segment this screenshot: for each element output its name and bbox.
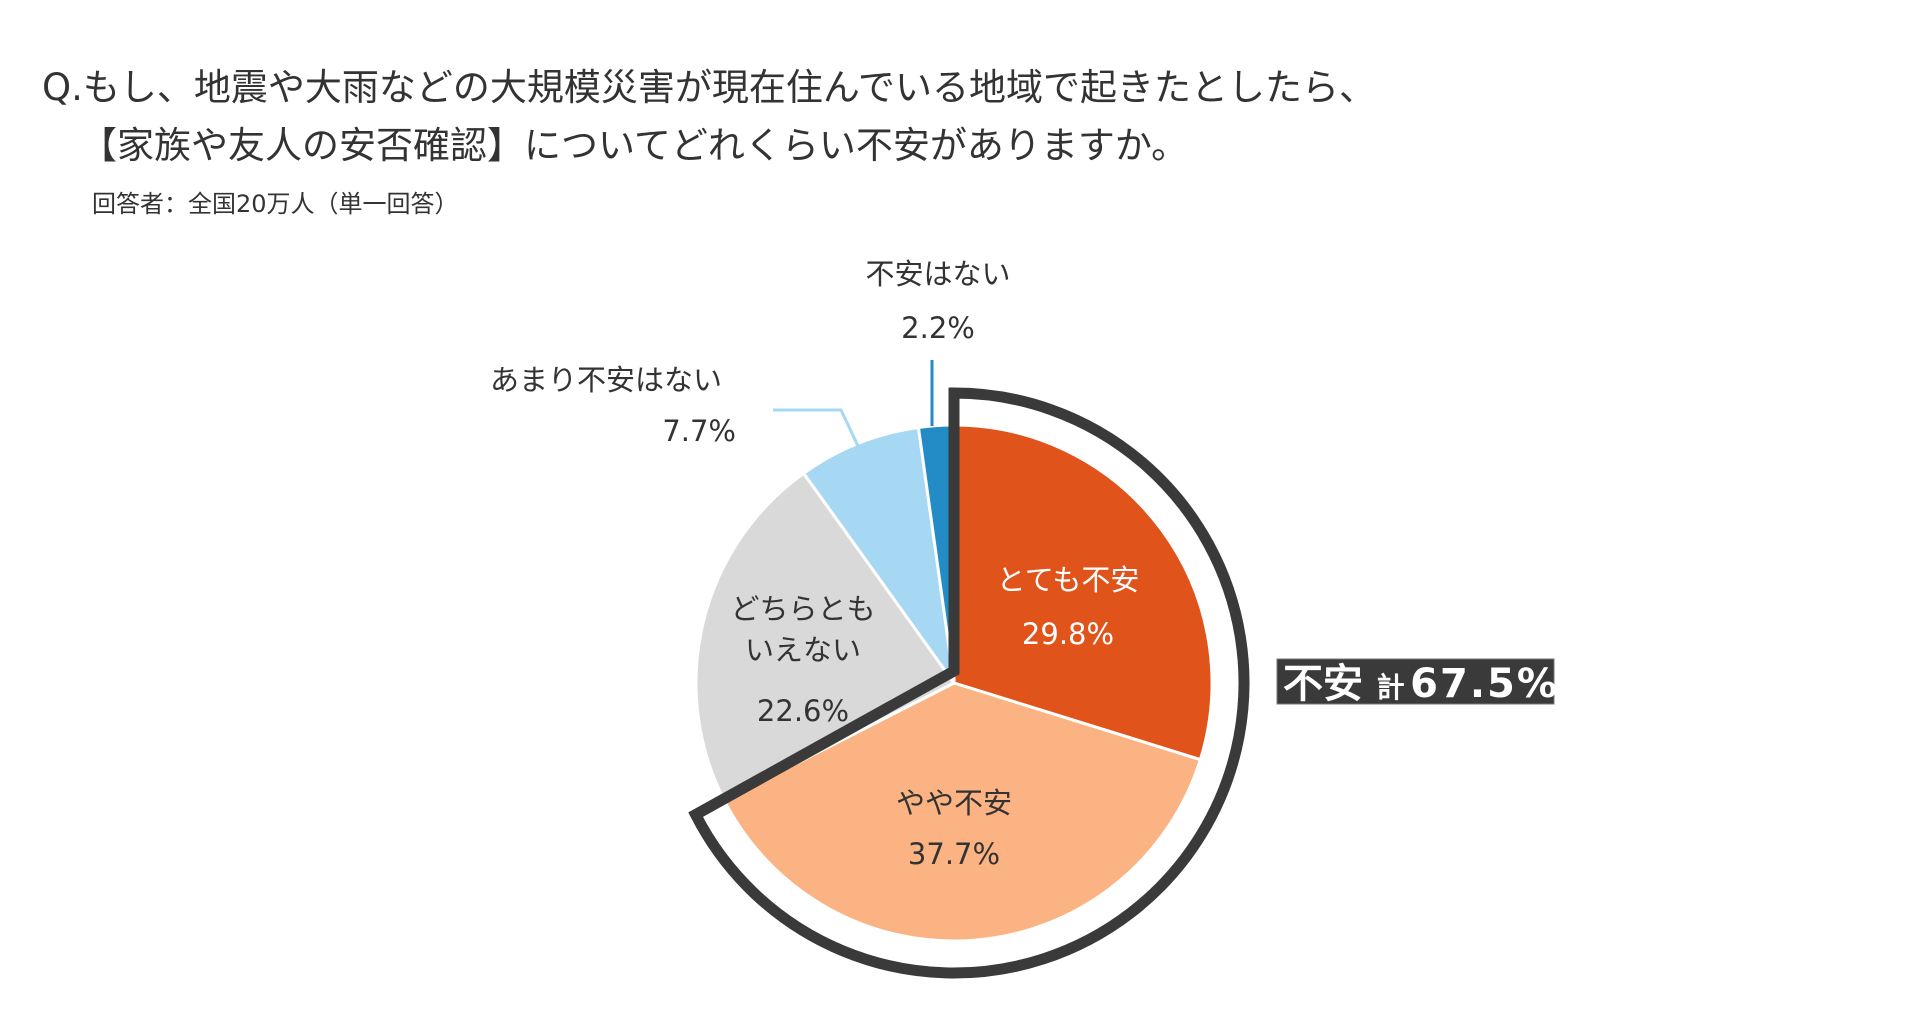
chart-subtitle: 回答者：全国20万人（単一回答） [92,190,459,218]
slice-label-very-anxious: とても不安 [997,563,1140,597]
total-badge-value: 67.5% [1410,661,1559,707]
slice-label-not-very-anxious: あまり不安はない [490,363,722,397]
pie-slice-0 [952,423,1214,762]
slice-label-not-anxious: 不安はない [865,257,1010,291]
slice-label-neutral-2: いえない [745,633,861,667]
total-badge-main: 不安 [1283,661,1363,707]
slice-value-neutral: 22.6% [757,694,849,728]
total-badge-prefix: 計 [1377,671,1405,704]
slice-value-not-anxious: 2.2% [901,311,975,345]
slice-value-very-anxious: 29.8% [1022,617,1114,651]
slice-label-somewhat-anxious: やや不安 [896,786,1012,820]
pie-slice-1 [722,681,1203,943]
total-anxious-outline [688,387,1250,979]
slice-value-somewhat-anxious: 37.7% [908,837,1000,871]
chart-title-line1: Q.もし、地震や大雨などの大規模災害が現在住んでいる地域で起きたとしたら、 [42,66,1376,109]
slice-label-neutral-1: どちらとも [730,592,875,626]
leader-line-not-very-anxious [773,408,869,466]
total-badge-text: 不安 計 67.5% [1283,661,1559,707]
slice-value-not-very-anxious: 7.7% [662,414,736,448]
total-badge [1276,658,1555,705]
pie-slice-2 [694,471,957,803]
chart-title-line2: 【家族や友人の安否確認】についてどれくらい不安がありますか。 [80,124,1188,167]
